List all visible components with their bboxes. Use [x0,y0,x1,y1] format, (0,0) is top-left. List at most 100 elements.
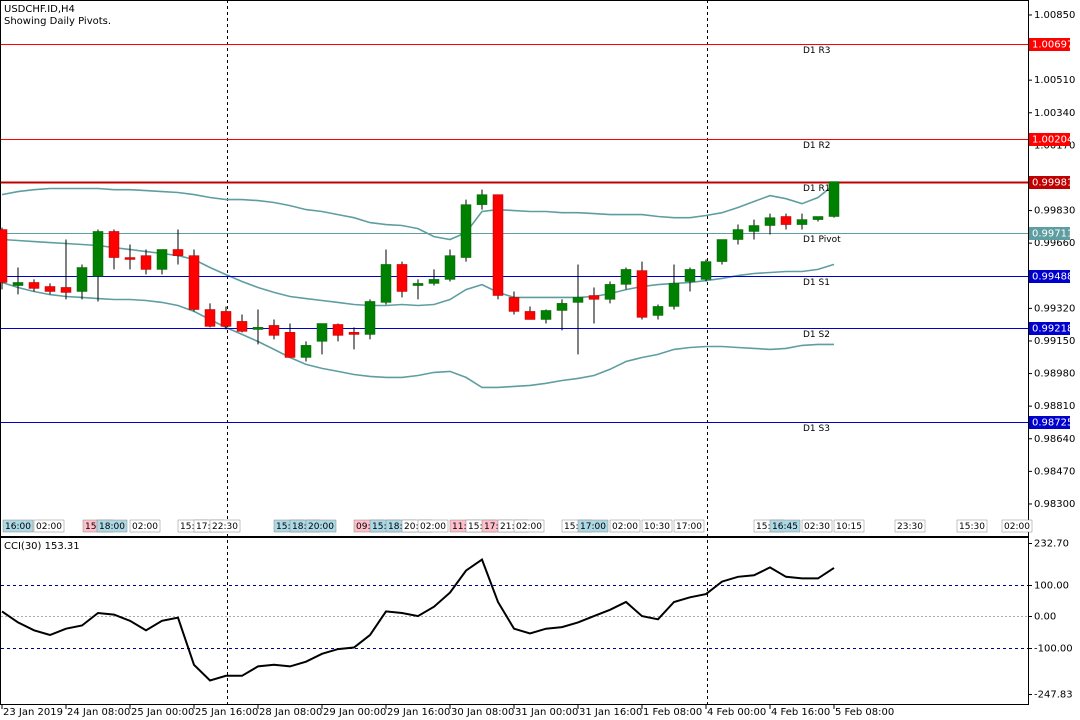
candle-body [252,327,264,330]
session-label: 02:30 [804,522,830,532]
candle-body [236,321,248,332]
band-upper [1,184,835,241]
session-box [609,519,641,533]
session-box [577,519,609,533]
candle-body [332,324,344,336]
pivot-price: 0.99981 [1032,178,1073,189]
pivot-price: 0.99218 [1032,324,1073,335]
candle-body [284,332,296,358]
session-label: 18: [292,522,306,532]
session-label: 15: [564,522,578,532]
session-label: 10:15 [836,522,862,532]
candle-body [764,217,776,226]
pivot-price: 0.98725 [1032,418,1073,429]
y-tick-label: -100.00 [1034,644,1073,655]
y-tick-label: 0.98810 [1034,401,1075,412]
candle-body [268,325,280,336]
candle-body [380,264,392,303]
candle-body [156,249,168,270]
candle-body [476,194,488,205]
pivot-name: D1 R1 [803,184,831,194]
band-middle [1,238,835,307]
candle-body [636,270,648,318]
candle-body [444,255,456,280]
candle-body [140,255,152,270]
x-tick-label: 5 Feb 08:00 [835,707,894,718]
session-box [96,519,128,533]
session-label: 09: [356,522,370,532]
candle-body [188,255,200,310]
pivot-price: 0.99488 [1032,272,1073,283]
candle-body [364,301,376,335]
session-label: 17:00 [580,522,606,532]
x-tick-label: 29 Jan 16:00 [387,707,450,718]
candle-body [348,332,360,335]
candle-body [572,297,584,303]
y-tick-label: 0.98470 [1034,466,1075,477]
x-tick-label: 25 Jan 16:00 [195,707,258,718]
candle-body [460,204,472,258]
cci-title: CCI(30) 153.31 [4,541,80,552]
candle-body [524,311,536,320]
candle-body [588,295,600,300]
candle-body [828,181,840,217]
candle-body [92,231,104,277]
session-label: 15:30 [959,522,985,532]
session-box [33,519,65,533]
candle-body [300,345,312,358]
candle-body [316,323,328,342]
session-label: 15: [468,522,482,532]
cci-panel-frame [0,537,1029,705]
session-label: 02:00 [36,522,62,532]
candle-body [108,231,120,258]
session-label: 15: [180,522,194,532]
x-tick-label: 25 Jan 00:00 [131,707,194,718]
y-tick-label: 1.00850 [1034,10,1075,21]
candle-body [0,229,8,283]
session-box [801,519,833,533]
session-box [1001,519,1033,533]
candle-body [396,264,408,292]
candle-body [220,311,232,327]
session-label: 20: [404,522,418,532]
y-tick-label: 1.00340 [1034,108,1075,119]
candle-body [428,279,440,284]
candle-body [732,229,744,240]
candle-body [492,194,504,296]
session-label: 15: [372,522,386,532]
pivot-price: 0.99711 [1032,229,1073,240]
session-box [209,519,241,533]
session-label: 11: [452,522,466,532]
y-tick-label: 1.00510 [1034,75,1075,86]
session-box [673,519,705,533]
session-label: 02:00 [132,522,158,532]
session-box [129,519,161,533]
cci-line [1,558,835,682]
y-tick-label: 0.00 [1034,612,1056,623]
chart-title: USDCHF.ID,H4 [4,4,75,15]
session-label: 18: [388,522,402,532]
candle-body [44,286,56,292]
session-label: 16:00 [5,522,31,532]
session-box [769,519,801,533]
candle-body [748,225,760,232]
pivot-name: D1 S2 [803,330,830,340]
candle-body [28,282,40,289]
session-box [305,519,337,533]
pivot-name: D1 S3 [803,424,830,434]
session-label: 15: [276,522,290,532]
pivot-price-box [1029,133,1070,146]
pivot-price: 1.00697 [1032,40,1073,51]
pivot-price-box [1029,322,1070,335]
candle-body [684,269,696,282]
x-tick-label: 1 Feb 08:00 [643,707,702,718]
y-tick-label: 0.99660 [1034,238,1075,249]
session-box [833,519,865,533]
session-box [956,519,988,533]
candle-body [604,284,616,300]
session-box [417,519,449,533]
x-tick-label: 28 Jan 08:00 [259,707,322,718]
candle-body [540,310,552,320]
